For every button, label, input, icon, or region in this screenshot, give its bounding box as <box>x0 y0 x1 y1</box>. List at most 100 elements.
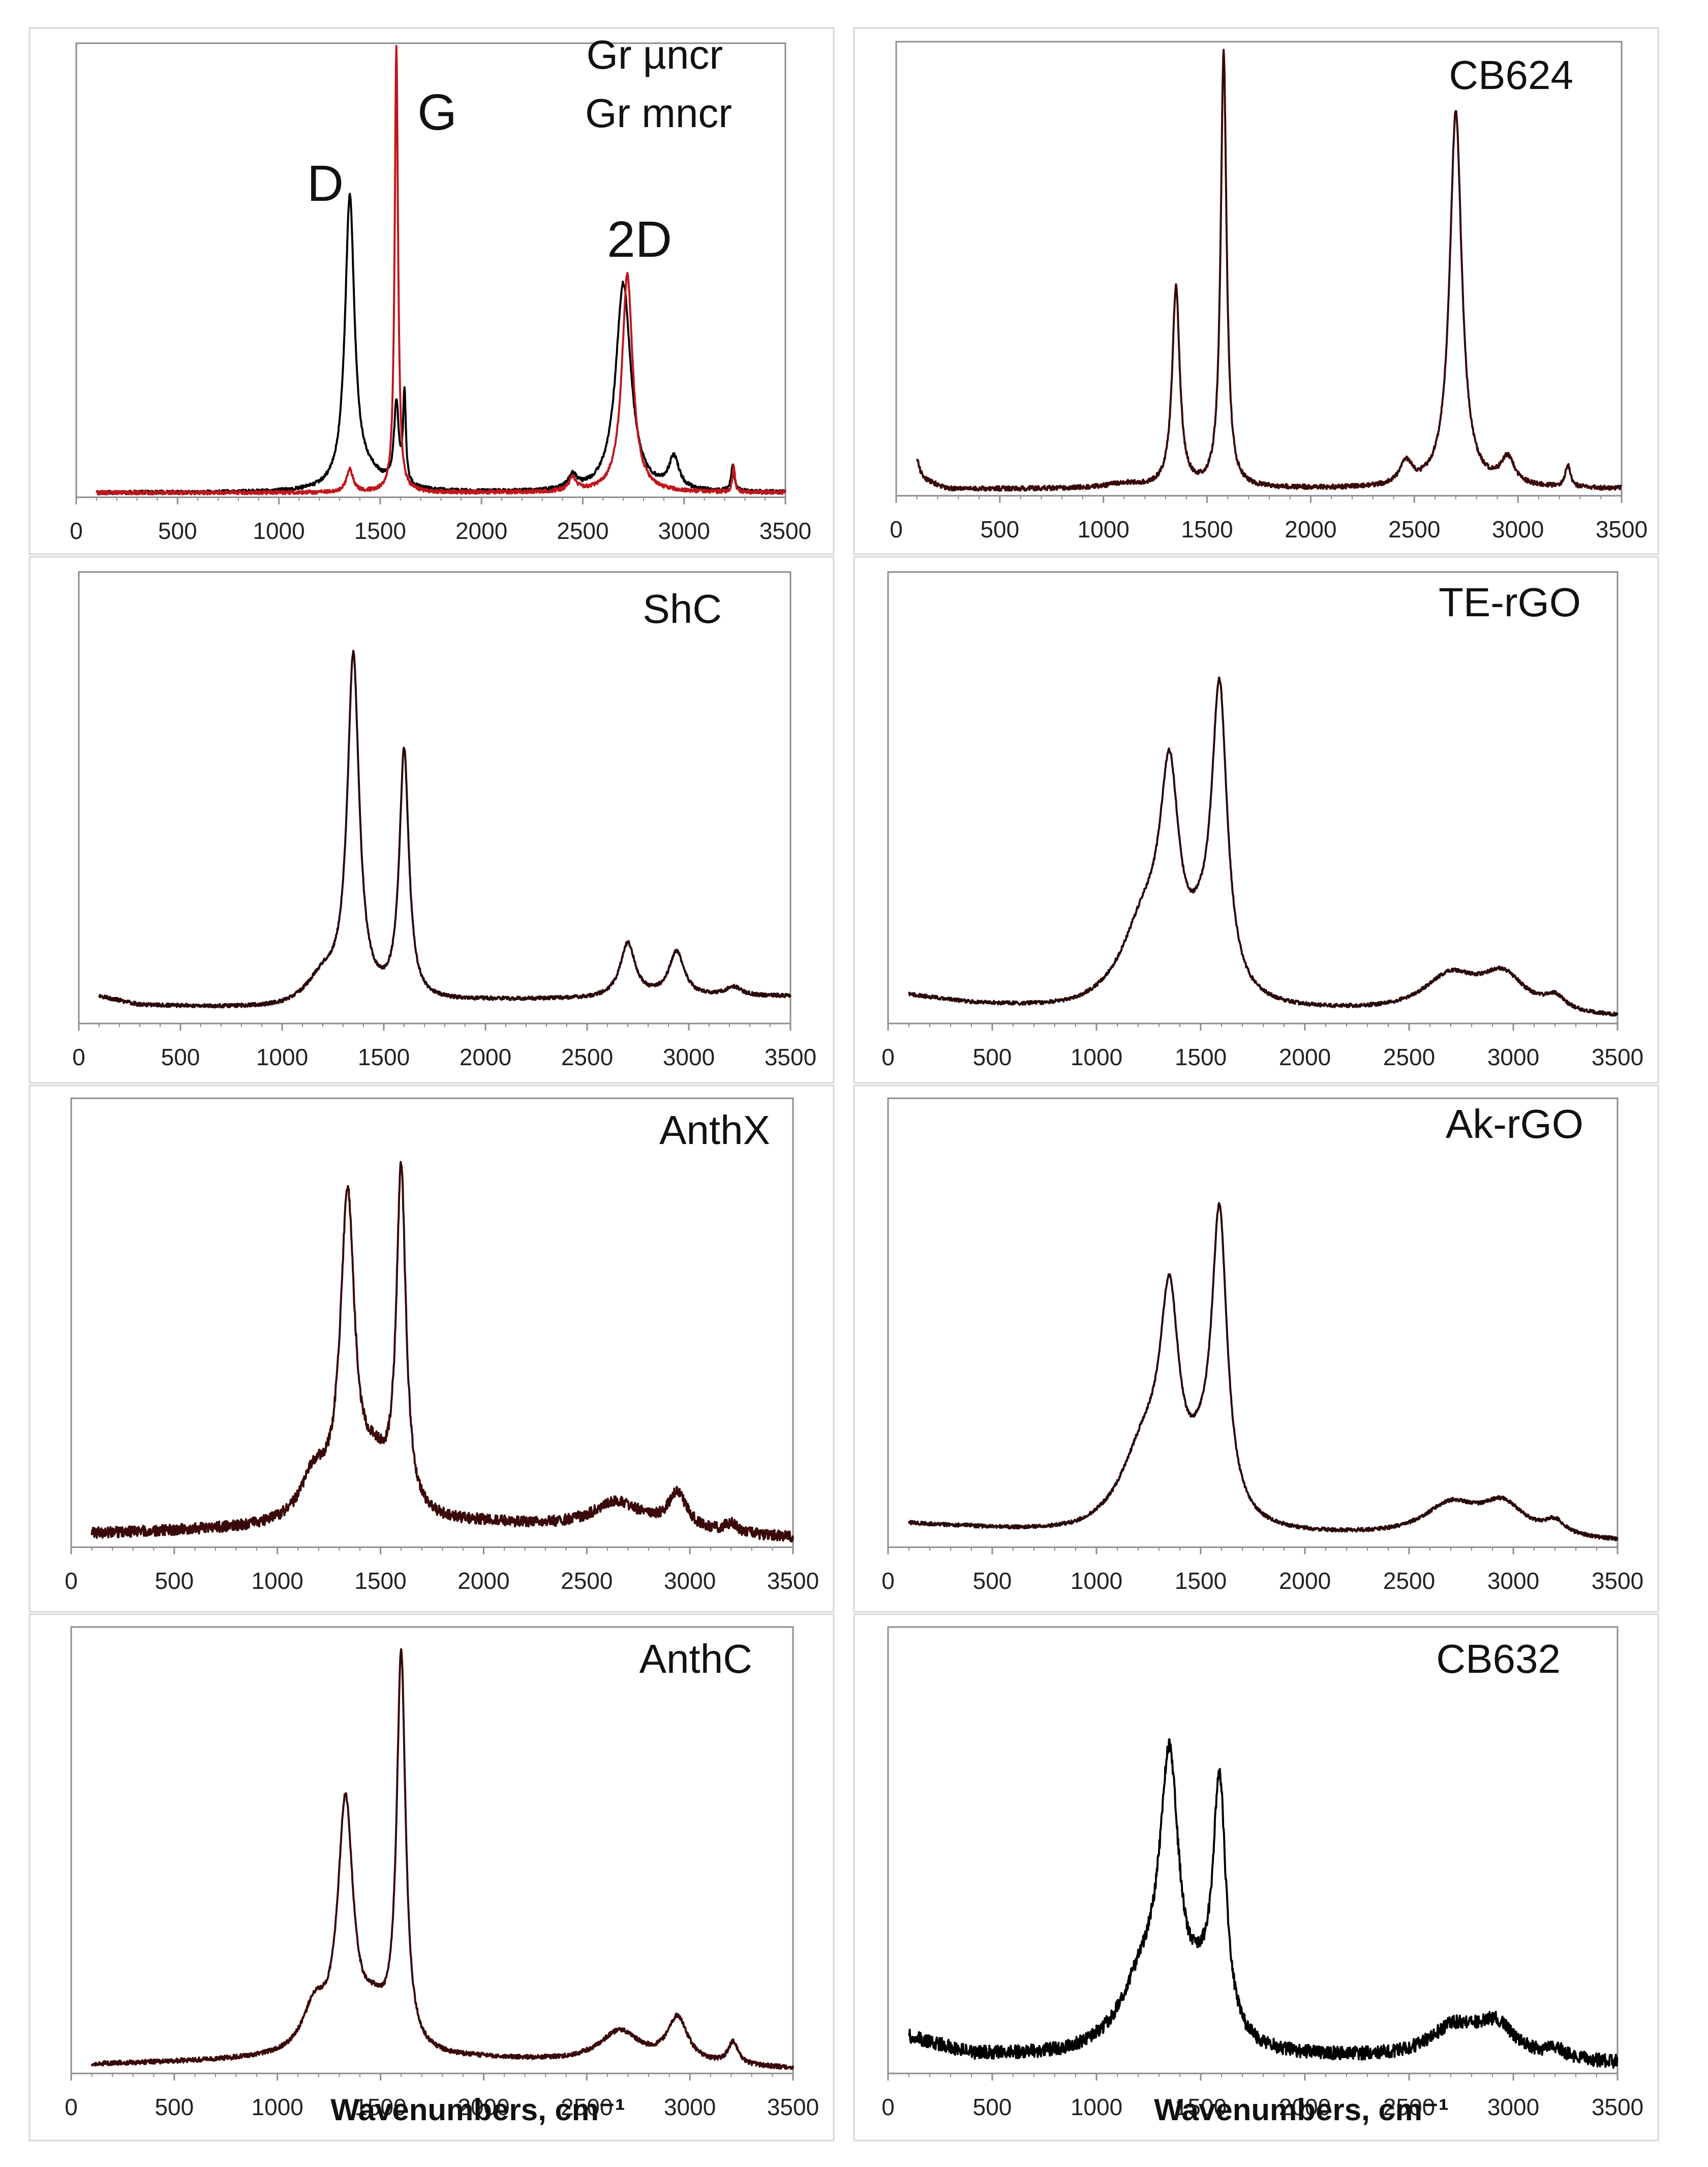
x-tick-label: 2000 <box>1279 1568 1331 1594</box>
x-tick-label: 3500 <box>765 1044 816 1070</box>
peak-label: G <box>417 84 457 141</box>
chart-te-rgo: 0 500 1000 1500 2000 2500 3000 3500 TE-rGO <box>881 571 1643 1070</box>
panel-title: AnthX <box>659 1107 770 1153</box>
plot-frame <box>887 571 1619 1025</box>
x-tick-label: 0 <box>890 516 903 543</box>
x-tick-label: 3000 <box>1492 516 1544 543</box>
x-tick-label: 0 <box>65 1568 78 1594</box>
x-tick-label: 0 <box>65 2094 78 2120</box>
series-line-anthc <box>90 1648 794 2070</box>
x-tick-label: 1000 <box>252 2094 303 2120</box>
x-tick-label: 0 <box>881 2094 895 2120</box>
x-tick-label: 2000 <box>458 2094 509 2120</box>
panel-title: AnthC <box>639 1636 752 1681</box>
x-tick-label: 3500 <box>1592 1044 1643 1070</box>
chart-cb624: 0 500 1000 1500 2000 2500 3000 3500 CB624 <box>890 41 1648 543</box>
x-tick-label: 1000 <box>1071 1568 1122 1594</box>
series-line-gr-mncr <box>96 45 786 496</box>
x-tick-label: 2500 <box>1383 1568 1435 1594</box>
x-tick-label: 3500 <box>767 1568 819 1594</box>
x-tick-label: 1500 <box>354 518 406 544</box>
series-line-te-rgo <box>908 676 1619 1017</box>
x-tick-label: 500 <box>973 1568 1012 1594</box>
x-tick-label: 500 <box>155 2094 194 2120</box>
x-tick-label: 2500 <box>561 2094 613 2120</box>
x-tick-label: 2500 <box>1383 2094 1435 2120</box>
x-tick-label: 1500 <box>1175 1044 1227 1070</box>
panel-title: CB624 <box>1449 52 1573 98</box>
x-tick-label: 0 <box>881 1568 895 1594</box>
x-tick-label: 500 <box>155 1568 194 1594</box>
x-tick-label: 2000 <box>460 1044 511 1070</box>
chart-cb632: 0 500 1000 1500 2000 2500 3000 3500 CB632 Wavenum… <box>881 1626 1643 2127</box>
x-tick-label: 3000 <box>658 518 710 544</box>
x-tick-label: 2000 <box>1279 1044 1331 1070</box>
x-tick-label: 3000 <box>664 2094 716 2120</box>
plot-frame <box>70 1097 794 1548</box>
series-line-ak-rgo <box>908 1202 1619 1542</box>
panel-title: TE-rGO <box>1439 580 1581 625</box>
x-tick-label: 3000 <box>663 1044 715 1070</box>
x-tick-label: 2500 <box>1383 1044 1435 1070</box>
x-tick-label: 2500 <box>561 1568 613 1594</box>
x-tick-label: 1500 <box>1175 1568 1227 1594</box>
x-tick-label: 1000 <box>1078 516 1130 543</box>
x-tick-label: 3000 <box>1487 1044 1539 1070</box>
x-tick-label: 500 <box>980 516 1019 543</box>
panel-title: CB632 <box>1436 1636 1561 1681</box>
x-tick-label: 3500 <box>1592 1568 1643 1594</box>
x-axis-label: Wavenumbers, cm⁻¹ <box>330 2093 625 2127</box>
panel-title: ShC <box>643 586 722 631</box>
plot-frame <box>887 1626 1619 2074</box>
x-tick-label: 1500 <box>354 2094 406 2120</box>
x-tick-label: 3500 <box>1596 516 1648 543</box>
peak-label: 2D <box>607 211 672 268</box>
legend-entry: Gr mncr <box>585 91 732 136</box>
x-tick-label: 3000 <box>664 1568 716 1594</box>
chart-anthc: 0 500 1000 1500 2000 2500 3000 3500 AnthC Wavenum… <box>65 1626 819 2127</box>
x-tick-label: 1500 <box>358 1044 410 1070</box>
chart-gr: 0 500 1000 1500 2000 2500 3000 3500 Gr µncr Gr mn… <box>70 32 811 544</box>
x-axis-label: Wavenumbers, cm⁻¹ <box>1154 2093 1449 2127</box>
x-tick-label: 0 <box>70 518 83 544</box>
x-tick-label: 3000 <box>1487 1568 1539 1594</box>
x-tick-label: 1000 <box>1071 1044 1122 1070</box>
x-tick-label: 2000 <box>455 518 507 544</box>
x-tick-label: 2000 <box>1285 516 1336 543</box>
plot-frame <box>887 1097 1619 1548</box>
series-line-cb624 <box>916 49 1623 492</box>
plot-frame <box>78 571 791 1025</box>
plot-frame <box>75 42 786 498</box>
x-tick-label: 3500 <box>1592 2094 1643 2120</box>
series-line-cb632 <box>908 1738 1619 2069</box>
x-tick-label: 2500 <box>557 518 608 544</box>
chart-ak-rgo: 0 500 1000 1500 2000 2500 3000 3500 Ak-rGO <box>881 1097 1643 1594</box>
plot-frame <box>70 1626 794 2074</box>
x-tick-label: 500 <box>158 518 197 544</box>
x-tick-label: 3500 <box>759 518 811 544</box>
x-tick-label: 1000 <box>253 518 304 544</box>
x-tick-label: 1500 <box>1181 516 1233 543</box>
x-tick-label: 1000 <box>1071 2094 1122 2120</box>
panel-title: Ak-rGO <box>1446 1101 1583 1147</box>
x-tick-label: 2000 <box>458 1568 509 1594</box>
chart-shc: 0 500 1000 1500 2000 2500 3000 3500 ShC <box>72 571 816 1070</box>
x-tick-label: 0 <box>881 1044 895 1070</box>
x-tick-label: 1000 <box>252 1568 303 1594</box>
x-tick-label: 0 <box>72 1044 85 1070</box>
x-tick-label: 1500 <box>1175 2094 1227 2120</box>
peak-label: D <box>307 155 344 212</box>
x-tick-label: 2500 <box>1388 516 1440 543</box>
series-line-anthx <box>90 1161 794 1543</box>
x-tick-label: 500 <box>973 1044 1012 1070</box>
x-tick-label: 1500 <box>354 1568 406 1594</box>
x-tick-label: 2000 <box>1279 2094 1331 2120</box>
series-line-shc <box>98 650 791 1009</box>
x-tick-label: 3000 <box>1487 2094 1539 2120</box>
plot-frame <box>895 41 1623 497</box>
x-tick-label: 2500 <box>561 1044 613 1070</box>
x-tick-label: 1000 <box>256 1044 308 1070</box>
x-tick-label: 3500 <box>767 2094 819 2120</box>
chart-anthx: 0 500 1000 1500 2000 2500 3000 3500 AnthX <box>65 1097 819 1594</box>
